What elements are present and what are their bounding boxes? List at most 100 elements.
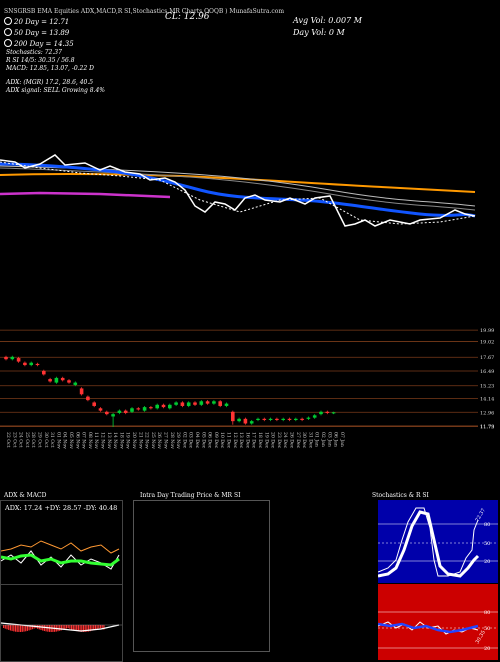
candle-body (79, 388, 84, 395)
price-tick-label: 17.67 (480, 355, 494, 361)
macd-bar (47, 625, 49, 632)
macd-bar (60, 625, 62, 631)
date-label: 28 Oct (30, 432, 36, 448)
macd-bar (45, 625, 47, 632)
candle-body (249, 421, 254, 424)
rsi-value: R SI 14/5: 30.35 / 56.8 (6, 57, 75, 64)
date-label: 04 Dec (194, 432, 200, 449)
stoch-readout: 72.37 (475, 508, 487, 523)
candle-body (262, 418, 267, 420)
macd-bar (11, 625, 13, 631)
date-label: 17 Dec (251, 432, 257, 449)
macd-bar (98, 625, 100, 629)
intraday-panel (133, 500, 270, 652)
date-label: 28 Nov (169, 432, 175, 449)
date-label: 22 Nov (144, 432, 150, 449)
blue-ema20-line (0, 162, 476, 218)
candle-body (331, 412, 336, 414)
candle-body (268, 418, 273, 420)
stoch-panel-title: Stochastics & R SI (372, 492, 429, 499)
adx-signal: ADX signal: SELL Growing 8.4% (6, 87, 105, 94)
legend-ema200: 200 Day = 14.35 (4, 39, 74, 48)
candle-body (256, 418, 260, 420)
macd-bar (77, 625, 79, 632)
candle-body (111, 414, 115, 417)
macd-bar (21, 625, 23, 632)
stoch-tick-80: 80 (484, 522, 490, 528)
date-label: 27 Nov (163, 432, 169, 449)
candle-body (130, 408, 134, 412)
date-label: 14 Nov (112, 432, 118, 449)
macd-bar (86, 625, 88, 632)
macd-bar (59, 625, 61, 631)
macd-bar (4, 625, 6, 629)
date-label: 07 Nov (81, 432, 87, 449)
date-label: 12 Nov (100, 432, 106, 449)
date-label: 20 Nov (131, 432, 137, 449)
candle-body (73, 382, 78, 385)
date-label: 03 Dec (188, 432, 194, 449)
date-label: 25 Nov (150, 432, 156, 449)
rsi-lines: 80 50 20 30.35 (378, 610, 498, 652)
candle-body (243, 418, 248, 424)
date-label: 13 Dec (238, 432, 244, 449)
candle-body (205, 401, 210, 404)
date-label: 06 Dec (207, 432, 213, 449)
chart-header: SNSGRSB EMA Equities ADX,MACD,R SI,Stoch… (4, 8, 285, 15)
macd-bar (79, 625, 81, 632)
macd-bar (81, 625, 83, 632)
macd-bar (89, 625, 91, 632)
stoch-k-line (378, 507, 479, 577)
date-label: 21 Nov (137, 432, 143, 449)
macd-bar (14, 625, 17, 632)
candle-body (92, 402, 96, 406)
magenta-line (0, 191, 171, 199)
date-label: 30 Oct (43, 432, 49, 448)
price-tick-label: 14.14 (480, 396, 494, 402)
adx-panel-title: ADX & MACD (4, 492, 47, 499)
candle-body (186, 402, 191, 406)
legend-swatch-icon (4, 17, 12, 25)
macd-bar (31, 625, 34, 630)
macd-bar (64, 625, 66, 630)
ema200-line (0, 172, 476, 193)
candle-body (123, 410, 128, 413)
macd-bar (99, 625, 102, 629)
candle-body (98, 408, 103, 411)
close-price-label: CL: 12.96 (165, 12, 210, 22)
stoch-tick-50: 50 (484, 541, 490, 547)
macd-bar (42, 625, 44, 631)
date-label: 01 Jan (314, 432, 320, 447)
adx-lines (1, 540, 120, 570)
macd-bar (96, 625, 98, 630)
date-label: 01 Nov (55, 432, 61, 449)
candle-body (300, 418, 304, 420)
macd-bar (101, 625, 103, 629)
date-label: 07 Jan (339, 432, 345, 447)
macd-bar (84, 625, 86, 632)
date-label: 11 Dec (226, 432, 232, 449)
adx-value: ADX: (MGR) 17.2, 28.6, 40.5 (6, 79, 94, 86)
macd-bar (3, 625, 5, 628)
date-label: 08 Nov (87, 432, 93, 449)
adx-readout: ADX: 17.24 +DY: 28.57 -DY: 40.48 (5, 504, 118, 512)
macd-bar (94, 625, 96, 630)
candle-body (161, 404, 166, 408)
date-label: 06 Nov (74, 432, 80, 449)
candle-body (193, 402, 197, 405)
macd-bar (28, 625, 30, 631)
avg-volume-label: Avg Vol: 0.007 M (293, 16, 362, 25)
date-label: 05 Nov (68, 432, 74, 449)
date-label: 09 Dec (213, 432, 219, 449)
candle-body (281, 418, 285, 420)
stochastics-value: Stochastics: 72.37 (6, 49, 62, 56)
candle-body (60, 377, 65, 381)
date-label: 04 Nov (62, 432, 68, 449)
macd-bar (67, 625, 69, 629)
macd-bar (13, 625, 15, 632)
macd-bar (43, 625, 45, 632)
date-label: 27 Dec (295, 432, 301, 449)
candle-body (237, 418, 241, 422)
macd-bar (62, 625, 64, 630)
date-label: 12 Dec (232, 432, 238, 449)
